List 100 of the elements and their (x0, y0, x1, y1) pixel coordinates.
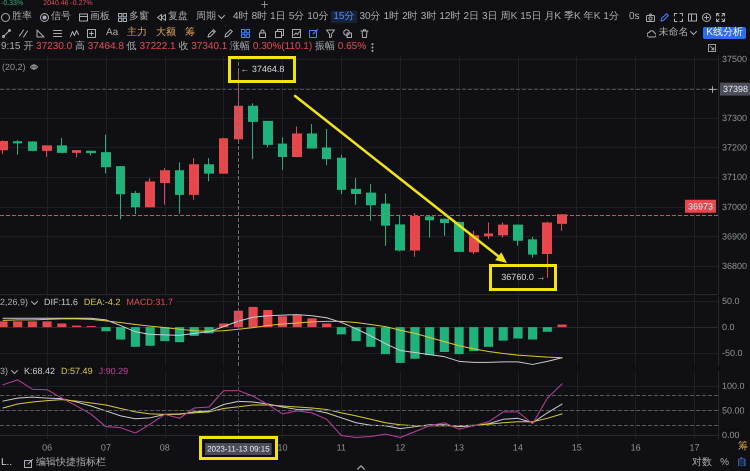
text: 2时 (402, 11, 418, 23)
text: 12时 (439, 11, 460, 23)
text: 筹 (738, 440, 748, 452)
y-tick-label: 37500 (722, 54, 748, 64)
bar (116, 327, 126, 340)
candlestick (440, 218, 449, 236)
bar (542, 327, 552, 332)
y-tick-label: 100.0 (722, 380, 745, 391)
ref-line-label: 37398 (722, 84, 748, 94)
bar (322, 323, 332, 328)
x-tick-label: 16 (630, 442, 641, 452)
candlestick (204, 158, 214, 182)
bar (498, 327, 508, 341)
candlestick (145, 178, 155, 208)
bar (351, 327, 361, 342)
candlestick (131, 190, 140, 215)
x-tick-label: 17 (689, 442, 700, 452)
bar (278, 316, 288, 328)
text: K:68.42 (24, 366, 56, 377)
bar (366, 327, 376, 347)
y-tick-label: -50.0 (722, 348, 743, 358)
candlestick (513, 224, 523, 246)
bar (248, 306, 258, 328)
x-tick-label: 07 (100, 442, 111, 452)
candlestick (528, 236, 537, 258)
text: 10分 (307, 11, 328, 23)
line-series (2, 379, 563, 438)
candlestick (248, 102, 258, 160)
text: 5分 (288, 11, 304, 23)
x-tick-label: 11 (336, 442, 346, 452)
text: L.. (1, 457, 12, 469)
candlestick (351, 178, 361, 206)
candlestick (28, 140, 37, 152)
candlestick (322, 128, 331, 166)
candlestick (484, 222, 493, 240)
y-tick-label: 36900 (722, 231, 748, 242)
candlestick (160, 168, 170, 206)
candlestick (542, 221, 552, 278)
ref-line-label: 36973 (688, 201, 713, 212)
bar (28, 321, 37, 328)
candlestick (86, 150, 96, 156)
text: D:57.49 (61, 366, 93, 377)
bar (528, 327, 538, 340)
x-tick-label: 06 (42, 442, 52, 452)
text: 年K (584, 11, 600, 23)
candlestick (498, 222, 508, 238)
candlestick (219, 137, 228, 174)
annotation: 3) (0, 366, 8, 377)
y-tick-label: 37000 (722, 202, 748, 212)
text: 15分 (331, 11, 356, 23)
text: 3时 (420, 11, 436, 23)
annotation: 2,26,9) (0, 297, 28, 308)
text: 2日 (463, 11, 479, 23)
bar (0, 321, 8, 328)
candlestick (366, 184, 376, 222)
bar (42, 321, 52, 328)
y-tick-label: 50.00 (722, 405, 745, 416)
y-tick-label: 37100 (722, 172, 748, 182)
candlestick (395, 214, 405, 252)
series-label: DEA:-4.2 (84, 297, 120, 308)
x-tick-label: 14 (512, 442, 523, 452)
text: 主力 (127, 27, 148, 39)
candlestick (57, 137, 67, 154)
candlestick (454, 221, 464, 253)
candlestick (337, 154, 346, 195)
bar (336, 327, 346, 334)
candlestick (72, 150, 81, 158)
line-series (2, 314, 563, 365)
bar (13, 321, 22, 328)
bar (57, 323, 66, 328)
text: 1时 (384, 11, 400, 23)
y-tick-label: 50.0 (722, 296, 740, 306)
text: 0s (628, 11, 640, 23)
bar (469, 327, 478, 351)
y-tick-label: 36800 (722, 260, 748, 271)
text: 4时 (233, 11, 249, 23)
bar (425, 327, 434, 356)
text: 15日 (520, 11, 542, 23)
bar (380, 327, 390, 354)
candlestick (381, 192, 390, 246)
text: J:90.29 (98, 366, 128, 377)
text: MACD:31.7 (126, 297, 173, 308)
candlestick (42, 144, 52, 158)
text: 信号 (51, 11, 71, 23)
text: Aa (106, 27, 118, 39)
text: K线分析 (703, 27, 746, 39)
text: 多窗 (129, 11, 149, 23)
y-tick-label: 0.00 (722, 430, 740, 440)
bar (484, 327, 494, 347)
annotation: (20,2) (2, 62, 26, 72)
text: 季K (564, 11, 581, 23)
text: 9:15 开 37230.0 高 37464.8 低 37222.1 收 37340.1 涨幅 0.30%(110.1) 振幅 0.65% (1, 41, 366, 52)
y-tick-label: 37200 (722, 142, 748, 153)
bar (130, 327, 140, 347)
x-tick-label: 13 (454, 442, 464, 452)
x-tick-label: 15 (572, 442, 582, 452)
annotation: ← 37464.8 (240, 64, 284, 75)
ref-line-label: 2023-11-13 09:15 (207, 444, 270, 454)
candlestick (116, 165, 125, 220)
annotation: 36760.0 → (501, 272, 546, 284)
